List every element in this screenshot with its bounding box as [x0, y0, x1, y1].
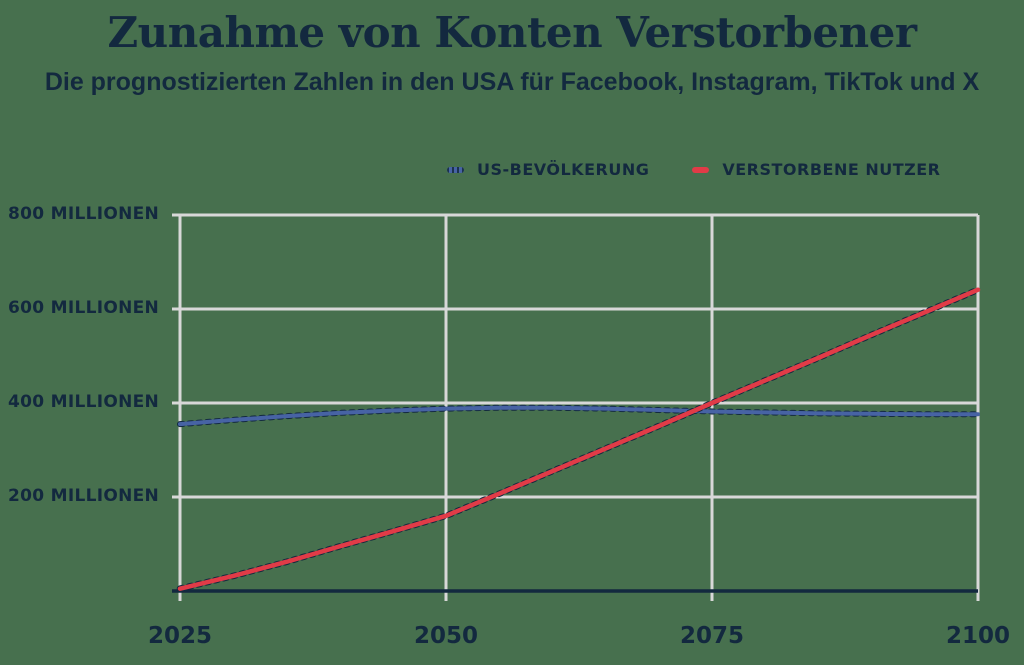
chart-title: Zunahme von Konten Verstorbener — [107, 8, 918, 57]
series-line-0 — [178, 405, 980, 427]
legend-label: US-BEVÖLKERUNG — [477, 160, 650, 179]
x-axis-label-2025: 2025 — [147, 623, 212, 649]
legend: US-BEVÖLKERUNG VERSTORBENE NUTZER — [447, 160, 941, 179]
y-axis-label-800: 800 MILLIONEN — [8, 204, 160, 224]
series-line-1 — [177, 287, 981, 591]
x-axis-label-2050: 2050 — [413, 623, 478, 649]
x-axis-label-2100: 2100 — [945, 623, 1010, 649]
red-dash-icon — [692, 166, 710, 173]
chart-subtitle: Die prognostizierten Zahlen in den USA f… — [44, 68, 980, 96]
y-axis-label-400: 400 MILLIONEN — [8, 392, 160, 412]
y-axis-label-600: 600 MILLIONEN — [8, 298, 160, 318]
series-underdash-1 — [176, 286, 982, 592]
legend-item-us-bevoelkerung: US-BEVÖLKERUNG — [447, 160, 649, 179]
x-axis-label-2075: 2075 — [679, 623, 744, 649]
blue-dash-icon — [447, 166, 464, 173]
legend-label: VERSTORBENE NUTZER — [722, 160, 941, 179]
legend-item-verstorbene-nutzer: VERSTORBENE NUTZER — [692, 160, 940, 179]
y-axis-label-200: 200 MILLIONEN — [8, 486, 160, 506]
